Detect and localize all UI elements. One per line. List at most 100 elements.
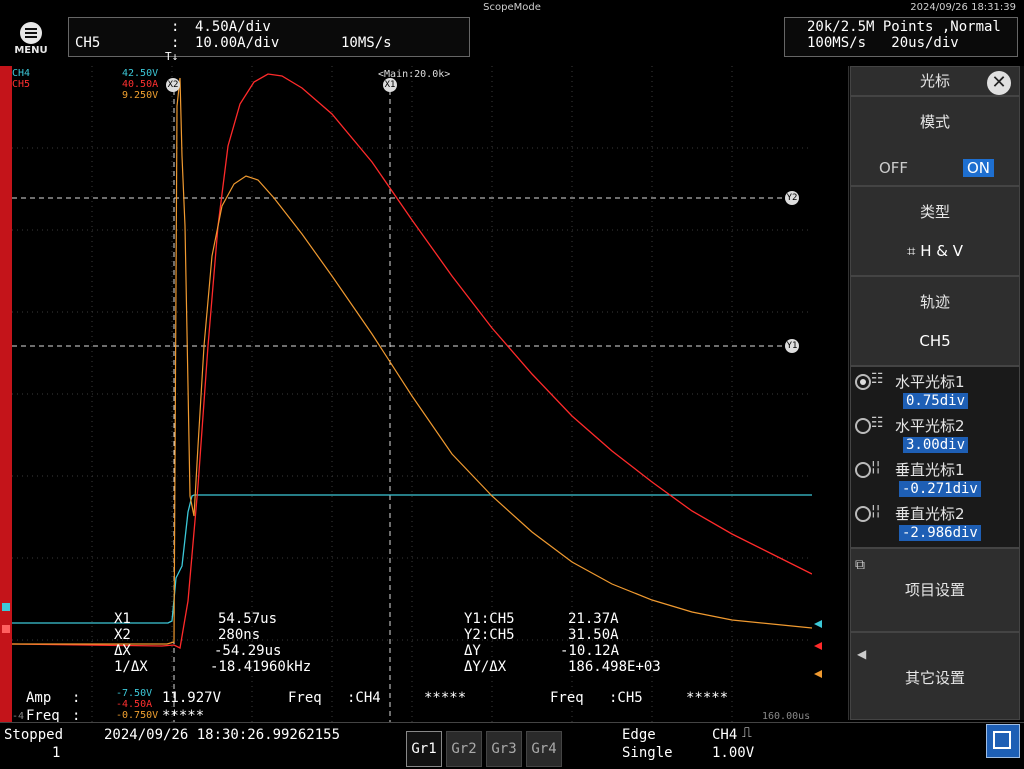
v-cursor-1[interactable]: ¦¦ 垂直光标1 -0.271div [851, 457, 1019, 501]
ch5-low: -4.50A [116, 699, 153, 710]
v-cursor-2-label: 垂直光标2 [895, 505, 965, 523]
y2-value: 31.50A [568, 627, 619, 643]
trace-value: CH5 [919, 332, 951, 350]
freq-separator: : [72, 708, 81, 724]
graticule [12, 66, 812, 722]
v-cursor-2-value[interactable]: -2.986div [899, 525, 981, 541]
acq-count: 1 [52, 745, 61, 761]
trace-title: 轨迹 [919, 293, 950, 311]
x1-label: X1 [114, 611, 131, 627]
menu-icon [20, 22, 42, 44]
x1-value: 54.57us [218, 611, 278, 627]
ch5-offset-marker[interactable] [814, 642, 822, 650]
cursor-panel: 光标 ✕ 模式 OFF ON 类型 ⌗ H & V 轨迹 CH5 ☷ 水平光标1… [848, 66, 1024, 720]
y2-marker[interactable]: Y2 [785, 191, 799, 205]
ch4-range: 42.50V [122, 68, 159, 79]
x1-marker[interactable]: X1 [383, 78, 397, 92]
close-icon[interactable]: ✕ [987, 71, 1011, 95]
run-state: Stopped [4, 727, 64, 743]
math-offset-marker[interactable] [814, 670, 822, 678]
hv-cursor-icon: ⌗ [907, 242, 921, 260]
time-end-label: 160.00us [762, 711, 811, 722]
group-tab-1[interactable]: Gr1 [406, 731, 442, 767]
panel-title: 光标 [919, 72, 950, 90]
group-tab-2[interactable]: Gr2 [446, 731, 482, 767]
item-settings-button[interactable]: ⧉ 项目设置 [850, 548, 1020, 632]
freq-ch4-value: ***** [424, 690, 467, 706]
chevron-left-icon: ◀ [857, 647, 867, 661]
settings-icon: ⧉ [855, 557, 865, 573]
h-cursor-1[interactable]: ☷ 水平光标1 0.75div [851, 369, 1019, 413]
scale-separator-2: : [171, 35, 180, 51]
amp-separator: : [72, 690, 81, 706]
dx-label: ΔX [114, 643, 131, 659]
freq-ch5-label: Freq :CH5 [550, 690, 643, 706]
y1-label: Y1:CH5 [464, 611, 515, 627]
freq-ch5-value: ***** [686, 690, 729, 706]
acq-rate-time: 100MS/s 20us/div [807, 35, 959, 51]
v-cursor-1-label: 垂直光标1 [895, 461, 965, 479]
trace-section[interactable]: 轨迹 CH5 [850, 276, 1020, 366]
zoom-label: <Main:20.0k> [378, 69, 451, 80]
rising-edge-icon: ⎍ [742, 725, 752, 741]
waveform-display[interactable]: CH4 CH5 42.50V 40.50A 9.250V <Main:20.0k… [11, 66, 813, 724]
type-section[interactable]: 类型 ⌗ H & V [850, 186, 1020, 276]
trigger-source[interactable]: CH4 [712, 727, 738, 743]
y1-marker[interactable]: Y1 [785, 339, 799, 353]
amp-label: Amp [26, 690, 52, 706]
amp-value: 11.927V [162, 690, 222, 706]
math-trace [12, 77, 813, 645]
panel-icon [993, 731, 1011, 749]
channel-scale-1: 4.50A/div [195, 19, 271, 35]
mode-off[interactable]: OFF [879, 159, 909, 177]
waveform-svg [11, 66, 813, 722]
acquisition-box[interactable]: 20k/2.5M Points ,Normal 100MS/s 20us/div [784, 17, 1018, 57]
scale-separator-1: : [171, 19, 180, 35]
other-settings-button[interactable]: ◀ 其它设置 [850, 632, 1020, 720]
ch4-offset-marker[interactable] [814, 620, 822, 628]
menu-label: MENU [14, 45, 48, 56]
trigger-type[interactable]: Edge [622, 727, 656, 743]
x2-marker[interactable]: X2 [166, 78, 180, 92]
h-cursor-2[interactable]: ☷ 水平光标2 3.00div [851, 413, 1019, 457]
item-settings-label: 项目设置 [904, 581, 965, 599]
h-cursor-1-value[interactable]: 0.75div [903, 393, 969, 409]
channel-scale-box[interactable]: CH5 : : 4.50A/div 10.00A/div 10MS/s [68, 17, 470, 57]
trigger-mode[interactable]: Single [622, 745, 673, 761]
inv-dx-label: 1/ΔX [114, 659, 148, 675]
app-title: ScopeMode [483, 2, 541, 13]
vertical-cursor-icon: ¦¦ [871, 459, 881, 475]
math-range: 9.250V [122, 90, 159, 101]
type-title: 类型 [919, 203, 950, 221]
channel-indicator-bar [0, 66, 12, 722]
h-cursor-2-value[interactable]: 3.00div [903, 437, 969, 453]
channel-sample-rate: 10MS/s [341, 35, 392, 51]
v-cursor-2[interactable]: ¦¦ 垂直光标2 -2.986div [851, 501, 1019, 545]
x2-value: 280ns [218, 627, 261, 643]
system-datetime: 2024/09/26 18:31:39 [910, 2, 1016, 13]
menu-button[interactable]: MENU [6, 20, 56, 62]
channel-name: CH5 [75, 35, 101, 51]
mode-title: 模式 [919, 113, 950, 131]
dydx-value: 186.498E+03 [568, 659, 661, 675]
freq-label: Freq [26, 708, 60, 724]
mode-on[interactable]: ON [963, 159, 995, 177]
group-tab-4[interactable]: Gr4 [526, 731, 562, 767]
trigger-position-icon: T↓ [165, 50, 179, 63]
trigger-level[interactable]: 1.00V [712, 745, 755, 761]
math-low: -0.750V [116, 710, 159, 721]
vertical-cursor-icon: ¦¦ [871, 503, 881, 519]
acq-timestamp: 2024/09/26 18:30:26.99262155 [104, 727, 341, 743]
group-tab-3[interactable]: Gr3 [486, 731, 522, 767]
radio-icon [855, 418, 871, 434]
ch5-range: 40.50A [122, 79, 159, 90]
horizontal-cursor-icon: ☷ [871, 415, 884, 431]
ch5-trace [11, 73, 813, 649]
h-cursor-1-label: 水平光标1 [895, 373, 965, 391]
ch4-trace [12, 494, 812, 624]
panel-toggle-button[interactable] [986, 724, 1020, 758]
mode-section[interactable]: 模式 OFF ON [850, 96, 1020, 186]
ch5-label: CH5 [12, 79, 31, 90]
y1-value: 21.37A [568, 611, 619, 627]
v-cursor-1-value[interactable]: -0.271div [899, 481, 981, 497]
